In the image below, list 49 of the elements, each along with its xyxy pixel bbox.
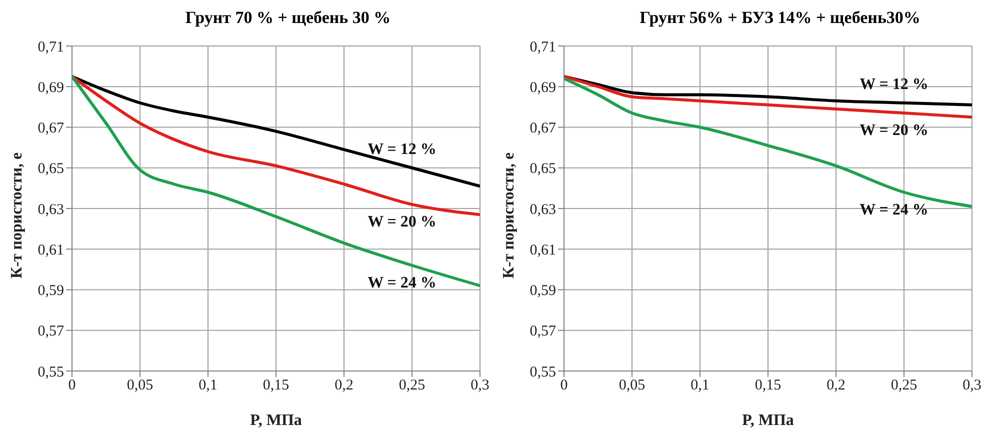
chart-title: Грунт 56% + БУЗ 14% + щебень30% [638,8,922,28]
x-tick-label: 0,3 [470,378,490,394]
y-tick-label: 0,65 [38,161,64,178]
x-tick-label: 0,2 [334,378,354,394]
y-tick-label: 0,67 [38,120,64,137]
y-tick-label: 0,61 [530,242,556,258]
y-tick-label: 0,67 [530,120,556,137]
x-tick-label: 0 [68,378,76,394]
line-series [72,74,480,288]
x-axis-title: P, МПа [742,412,794,429]
y-axis-title: К-т пористости, е [500,152,518,278]
x-axis-title: P, МПа [250,412,302,429]
line-series [564,74,972,106]
series-label: W = 12 % [860,76,928,93]
y-tick-label: 0,57 [38,324,64,340]
line-series [72,74,480,216]
series-label: W = 24 % [368,274,436,292]
x-tick-label: 0 [560,378,568,394]
line-series [72,74,480,188]
series-label: W = 24 % [860,201,928,218]
series-label: W = 20 % [860,122,928,140]
x-tick-label: 0,1 [198,378,218,394]
y-axis-title: К-т пористости, е [8,152,26,278]
x-tick-label: 0,3 [962,378,982,394]
series-label: W = 20 % [368,213,436,230]
y-tick-label: 0,59 [530,283,556,300]
y-tick-label: 0,59 [38,283,64,300]
y-tick-label: 0,63 [530,202,556,218]
x-tick-label: 0,05 [126,378,154,394]
chart-title: Грунт 70 % + щебень 30 % [184,8,392,28]
y-tick-label: 0,71 [38,39,64,56]
y-tick-label: 0,71 [530,39,556,56]
x-tick-label: 0,2 [826,378,846,394]
y-tick-label: 0,61 [38,242,64,258]
x-tick-label: 0,15 [754,378,782,394]
line-series [564,74,972,119]
y-tick-label: 0,55 [530,364,556,380]
y-tick-label: 0,69 [530,80,556,96]
y-tick-label: 0,69 [38,80,64,96]
y-tick-label: 0,57 [530,324,556,340]
x-tick-label: 0,15 [262,378,290,394]
y-tick-label: 0,63 [38,202,64,218]
y-tick-label: 0,65 [530,161,556,178]
x-tick-label: 0,05 [618,378,646,394]
x-tick-label: 0,1 [690,378,710,394]
series-label: W = 12 % [368,140,436,158]
x-tick-label: 0,25 [398,378,426,394]
y-tick-label: 0,55 [38,364,64,380]
x-tick-label: 0,25 [890,378,918,394]
